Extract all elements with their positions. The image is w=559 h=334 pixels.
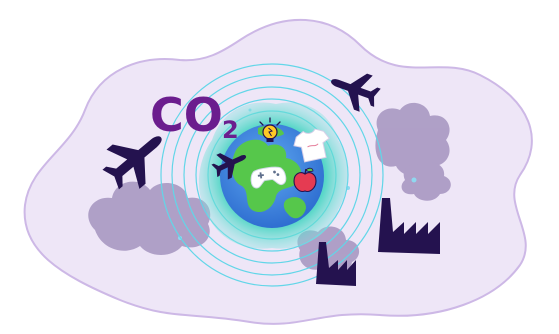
co2-label: CO 2: [150, 88, 239, 144]
lightbulb-icon: [259, 117, 281, 142]
ring: [183, 86, 361, 264]
factory-icon: [316, 242, 356, 286]
earth-land-south: [283, 197, 306, 219]
sparkles: [178, 108, 417, 240]
game-controller-icon: [250, 166, 287, 189]
sparkle-dot: [411, 177, 417, 183]
smoke-cloud-top: [401, 162, 451, 201]
airplane-icon: [211, 153, 247, 180]
apple-icon: [293, 167, 317, 192]
factory-icon: [378, 198, 440, 254]
ring: [160, 63, 384, 287]
smoke-cloud-right: [375, 102, 450, 176]
airplane-icon: [331, 73, 381, 112]
ring: [195, 98, 349, 252]
co2-main-text: CO: [150, 88, 223, 142]
airplane-icon: [102, 136, 162, 190]
ring: [171, 74, 373, 276]
tshirt-icon: [293, 128, 330, 163]
co2-subscript-text: 2: [222, 116, 239, 144]
